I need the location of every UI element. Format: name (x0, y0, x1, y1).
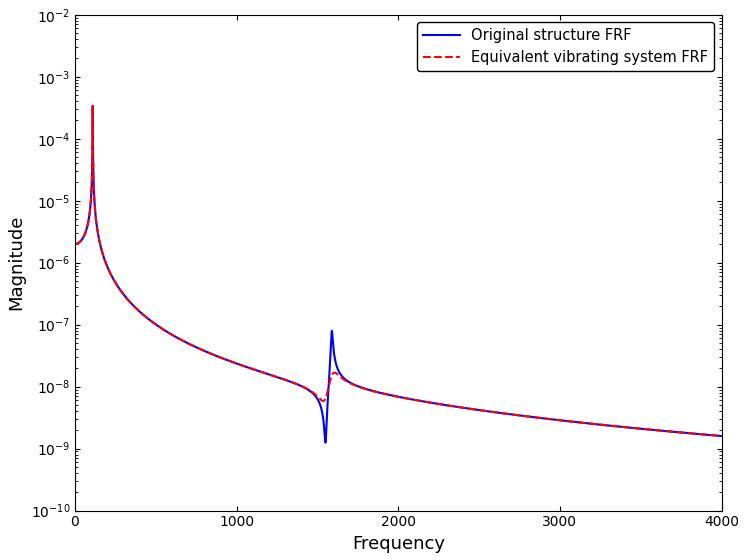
Equivalent vibrating system FRF (71, 241, 80, 248)
Original structure FRF (232, 360, 241, 367)
Line: Original structure FRF: Original structure FRF (75, 106, 721, 443)
Original structure FRF (88, 102, 97, 109)
Original structure FRF (675, 429, 684, 436)
Line: Equivalent vibrating system FRF: Equivalent vibrating system FRF (75, 106, 721, 436)
Equivalent vibrating system FRF (377, 390, 386, 396)
Legend: Original structure FRF, Equivalent vibrating system FRF: Original structure FRF, Equivalent vibra… (418, 22, 714, 71)
Original structure FRF (717, 433, 726, 440)
Original structure FRF (462, 405, 471, 412)
Equivalent vibrating system FRF (462, 405, 471, 412)
Original structure FRF (71, 241, 80, 248)
Equivalent vibrating system FRF (533, 414, 542, 421)
X-axis label: Frequency: Frequency (352, 535, 445, 553)
Original structure FRF (377, 390, 386, 396)
Equivalent vibrating system FRF (232, 360, 241, 367)
Original structure FRF (533, 414, 542, 421)
Equivalent vibrating system FRF (88, 102, 97, 109)
Original structure FRF (321, 440, 330, 446)
Equivalent vibrating system FRF (717, 433, 726, 440)
Equivalent vibrating system FRF (675, 429, 684, 436)
Original structure FRF (486, 408, 495, 415)
Equivalent vibrating system FRF (486, 408, 495, 415)
Y-axis label: Magnitude: Magnitude (7, 215, 25, 310)
